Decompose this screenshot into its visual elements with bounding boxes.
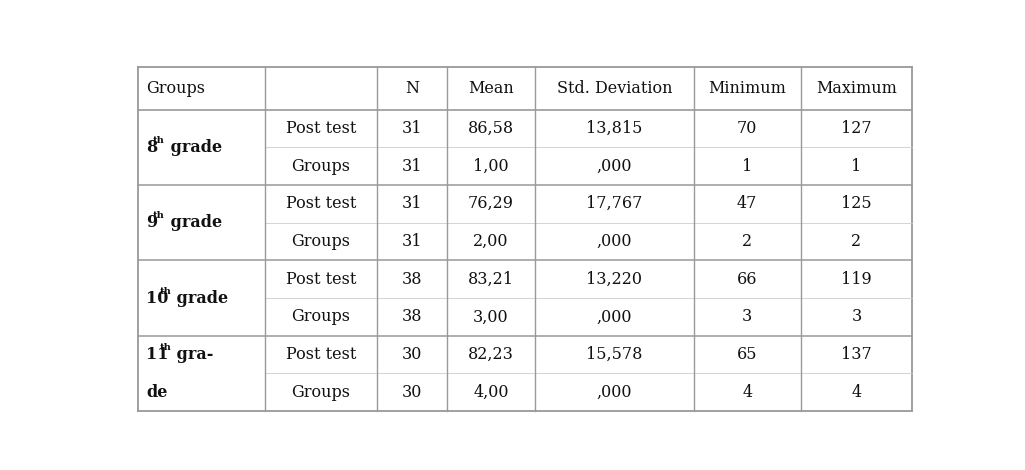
Text: 15,578: 15,578 (586, 346, 643, 363)
Text: 3: 3 (742, 308, 752, 325)
Text: Std. Deviation: Std. Deviation (557, 80, 672, 97)
Text: N: N (405, 80, 419, 97)
Text: 13,220: 13,220 (586, 271, 643, 288)
Text: ,000: ,000 (597, 157, 632, 175)
Text: Mean: Mean (468, 80, 514, 97)
Text: th: th (153, 136, 165, 145)
Text: ,000: ,000 (597, 233, 632, 250)
Text: 31: 31 (402, 157, 422, 175)
Text: 30: 30 (402, 384, 422, 401)
Text: 1: 1 (742, 157, 752, 175)
Text: 1,00: 1,00 (474, 157, 508, 175)
Text: 4: 4 (742, 384, 752, 401)
Text: th: th (153, 212, 165, 220)
Text: 31: 31 (402, 120, 422, 137)
Text: 38: 38 (402, 271, 422, 288)
Text: 127: 127 (842, 120, 872, 137)
Text: grade: grade (171, 290, 229, 306)
Text: Post test: Post test (286, 120, 356, 137)
Text: 4,00: 4,00 (474, 384, 508, 401)
Text: Groups: Groups (291, 308, 351, 325)
Text: grade: grade (164, 139, 221, 156)
Text: grade: grade (164, 214, 221, 231)
Text: Post test: Post test (286, 271, 356, 288)
Text: 3,00: 3,00 (474, 308, 508, 325)
Text: Groups: Groups (291, 157, 351, 175)
Text: 137: 137 (842, 346, 872, 363)
Text: ,000: ,000 (597, 384, 632, 401)
Text: gra-: gra- (171, 346, 213, 363)
Text: ,000: ,000 (597, 308, 632, 325)
Text: de: de (147, 384, 168, 401)
Text: 38: 38 (402, 308, 422, 325)
Text: Groups: Groups (291, 233, 351, 250)
Text: 76,29: 76,29 (468, 196, 515, 212)
Text: Groups: Groups (291, 384, 351, 401)
Text: 70: 70 (737, 120, 757, 137)
Text: th: th (160, 343, 171, 352)
Text: Groups: Groups (147, 80, 205, 97)
Text: 1: 1 (852, 157, 862, 175)
Text: 31: 31 (402, 233, 422, 250)
Text: 30: 30 (402, 346, 422, 363)
Text: 2: 2 (742, 233, 752, 250)
Text: 2: 2 (852, 233, 862, 250)
Text: 11: 11 (147, 346, 169, 363)
Text: th: th (160, 287, 171, 296)
Text: 9: 9 (147, 214, 158, 231)
Text: 17,767: 17,767 (586, 196, 643, 212)
Text: 10: 10 (147, 290, 169, 306)
Text: Maximum: Maximum (816, 80, 897, 97)
Text: Minimum: Minimum (708, 80, 786, 97)
Text: 13,815: 13,815 (586, 120, 643, 137)
Text: 119: 119 (842, 271, 872, 288)
Text: Post test: Post test (286, 196, 356, 212)
Text: 31: 31 (402, 196, 422, 212)
Text: 82,23: 82,23 (468, 346, 514, 363)
Text: 2,00: 2,00 (474, 233, 508, 250)
Text: Post test: Post test (286, 346, 356, 363)
Text: 65: 65 (737, 346, 757, 363)
Text: 125: 125 (842, 196, 872, 212)
Text: 4: 4 (852, 384, 862, 401)
Text: 66: 66 (737, 271, 757, 288)
Text: 83,21: 83,21 (468, 271, 515, 288)
Text: 47: 47 (737, 196, 757, 212)
Text: 8: 8 (147, 139, 158, 156)
Text: 3: 3 (852, 308, 862, 325)
Text: 86,58: 86,58 (468, 120, 515, 137)
